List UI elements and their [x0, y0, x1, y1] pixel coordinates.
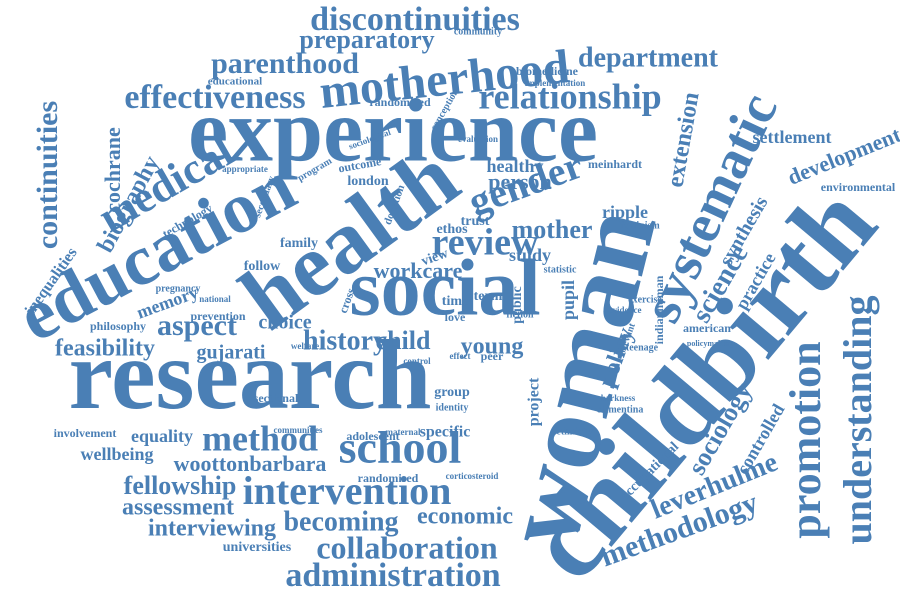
word: project — [526, 377, 543, 426]
word: preparatory — [299, 25, 434, 54]
word: adolescent — [346, 429, 399, 443]
word: meinhardt — [588, 157, 642, 171]
word: child — [376, 326, 431, 355]
word: london — [347, 174, 388, 189]
word: healthy — [486, 156, 543, 176]
word: universities — [223, 540, 292, 555]
word: economic — [417, 504, 513, 530]
word: fiction — [506, 309, 534, 320]
word: love — [445, 310, 466, 324]
word: welfare — [291, 341, 319, 351]
word: specific — [420, 424, 471, 441]
word: control — [403, 356, 431, 366]
word: feminism — [620, 220, 660, 231]
word: corticosteroid — [446, 471, 499, 481]
word: relationship — [478, 76, 661, 116]
word: environmental — [821, 180, 896, 194]
word: parenthood — [211, 47, 359, 80]
word: mother — [512, 215, 593, 244]
word: equality — [131, 426, 193, 446]
word: fellowship — [124, 471, 237, 500]
word: aspect — [157, 309, 237, 342]
word: term — [474, 289, 503, 304]
word: method — [202, 418, 318, 458]
word: group — [434, 385, 470, 400]
word: becoming — [283, 506, 398, 537]
word: national — [199, 294, 231, 304]
word: pregnancy — [156, 283, 201, 294]
word: gujarati — [197, 342, 266, 364]
word: study — [509, 245, 551, 265]
word: appropriate — [222, 164, 268, 174]
word: sectional — [254, 391, 299, 405]
word: understanding — [835, 296, 880, 545]
word: harkness — [601, 393, 636, 403]
word: collaboration — [316, 529, 498, 565]
word: maternal — [386, 427, 421, 437]
word: wellbeing — [80, 444, 153, 464]
word: department — [578, 42, 719, 73]
word: ethos — [436, 222, 468, 237]
word: communities — [274, 425, 323, 435]
word: randomised — [358, 471, 419, 485]
word: time — [442, 294, 468, 309]
word: review — [432, 222, 539, 264]
word: clementina — [597, 404, 644, 415]
word: woottonbarbara — [174, 451, 327, 476]
word: workcare — [374, 258, 463, 283]
word: history — [303, 325, 387, 356]
word: american — [683, 321, 731, 335]
word: philosophy — [90, 319, 146, 333]
word: promotion — [781, 341, 830, 538]
word: research — [69, 319, 432, 430]
word: intervention — [243, 468, 452, 513]
word: pupil — [558, 280, 578, 320]
word: involvement — [54, 426, 117, 440]
word: biomedicine — [516, 64, 579, 78]
word: assessment — [122, 495, 234, 521]
word: exercise — [628, 294, 662, 305]
word: young — [461, 334, 524, 360]
word: ethnicity — [556, 426, 593, 437]
word: discontinuities — [310, 1, 520, 38]
word: person — [488, 169, 552, 194]
word: statistic — [544, 264, 577, 275]
word: choice — [258, 312, 311, 334]
word: teenage — [626, 342, 659, 353]
word: administration — [285, 557, 500, 591]
word: family — [280, 236, 318, 251]
word: experience — [188, 82, 598, 181]
word: continuities — [31, 101, 64, 249]
word: randomized — [369, 95, 431, 109]
word: settlement — [753, 127, 832, 147]
word: effectiveness — [124, 79, 305, 116]
word: school — [339, 422, 462, 473]
word: identity — [436, 402, 469, 413]
word: educational — [208, 76, 262, 88]
word: public — [510, 286, 525, 323]
word: evaluation — [458, 134, 498, 144]
word: community — [454, 26, 502, 37]
word: cochrane — [100, 127, 125, 213]
word: evidence — [609, 305, 642, 315]
word: ripple — [602, 202, 648, 222]
word: follow — [244, 259, 281, 274]
word: implementation — [525, 78, 586, 88]
word: policymaking — [687, 339, 733, 348]
word: trust — [461, 214, 490, 229]
word: prevention — [190, 309, 245, 323]
word: social — [349, 244, 540, 332]
word: peer — [481, 349, 504, 363]
word: effect — [450, 351, 471, 361]
word: feasibility — [55, 336, 155, 362]
word: interviewing — [148, 516, 276, 542]
word: indianhuman — [652, 275, 666, 344]
